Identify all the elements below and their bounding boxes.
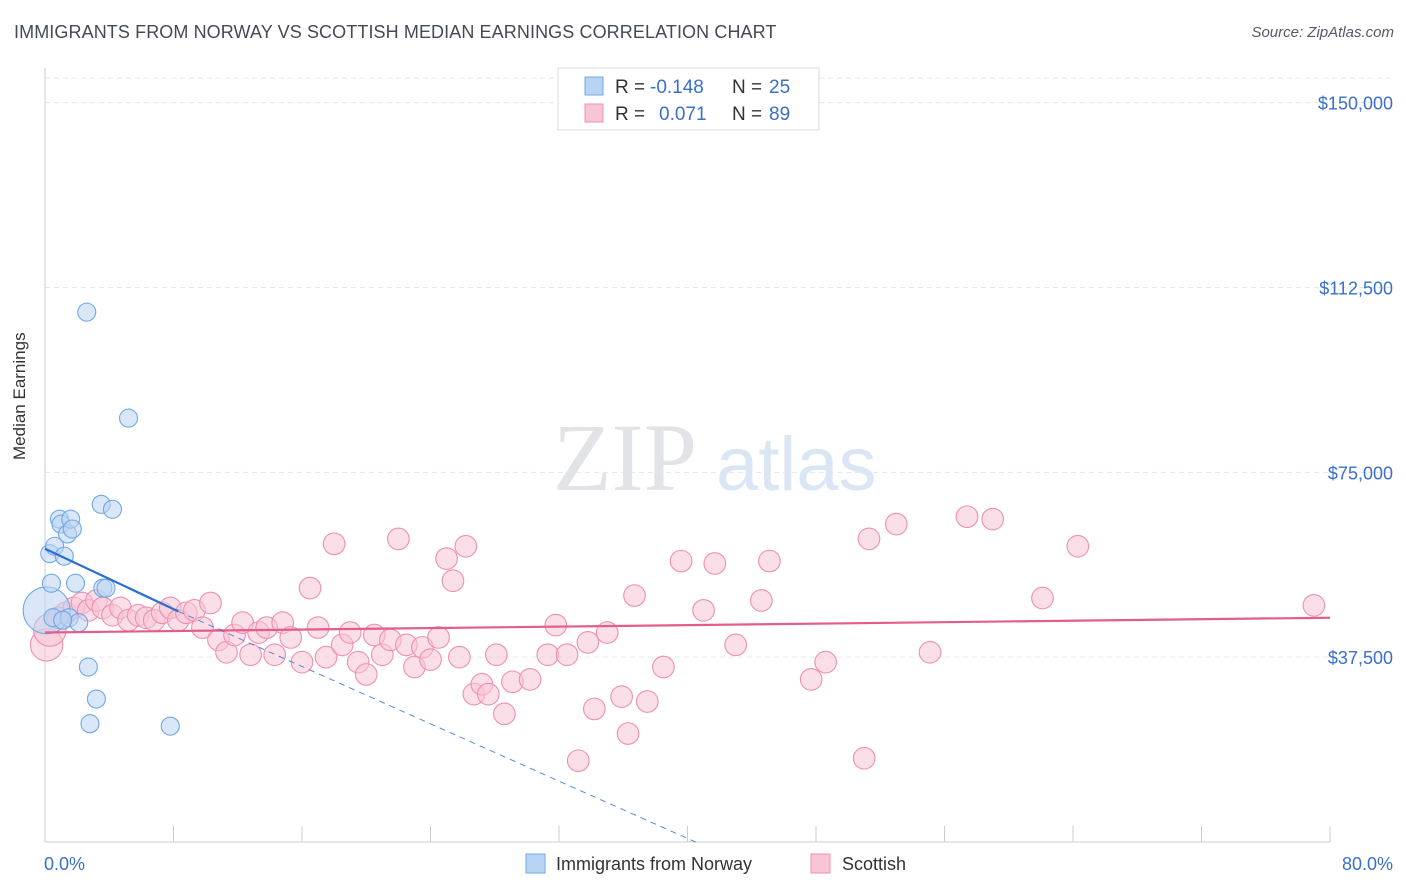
scottish-point [852,746,876,770]
norway-point [80,714,100,734]
scottish-point [536,643,560,667]
tick-labels: $37,500 $75,000 $112,500 $150,000 0.0% 80.0% [44,94,1393,874]
norway-point [69,613,89,633]
scottish-point [1031,586,1054,610]
scottish-point [703,552,727,575]
scottish-point [652,655,675,679]
series-legend-swatch-norway [525,853,546,874]
norway-point [62,519,82,539]
scottish-point [1302,594,1326,617]
scottish-point [576,631,600,654]
scottish-point [199,591,222,615]
stats-legend-swatch-norway [584,76,604,96]
scottish-point [623,584,646,607]
scottish-point [322,532,346,556]
series-legend-label-scottish: Scottish [842,854,906,874]
norway-point [118,408,139,428]
scottish-point [448,645,471,669]
norway-trend-line [44,547,179,613]
norway-point [78,657,98,677]
trend-lines [44,547,1331,843]
scottish-point [298,576,322,600]
stats-legend-r-value-norway: -0.148 [650,77,704,98]
scottish-point [692,598,715,622]
scottish-point [724,633,748,657]
norway-point [77,302,97,322]
scottish-point [427,626,450,649]
scottish-point [476,682,500,706]
scottish-point [419,648,442,671]
scottish-point [610,685,633,708]
scottish-point [955,505,979,529]
stats-legend-r-label-norway: R = [615,77,645,98]
norway-point [102,499,123,519]
scottish-point [566,749,590,773]
scottish-point [669,549,693,573]
scottish-point [493,702,516,726]
norway-point [41,573,61,593]
norway-point [65,573,86,593]
norway-point [86,689,106,709]
norway-point [53,610,73,630]
axes [44,68,1331,843]
y-tick-label: $37,500 [1328,648,1393,668]
scottish-point [435,547,458,570]
scottish-point [441,569,465,593]
scottish-point [454,534,478,558]
scottish-trend-line [44,616,1331,634]
scottish-point [338,621,362,644]
y-tick-label: $75,000 [1328,463,1393,483]
y-tick-label: $150,000 [1318,94,1393,114]
scottish-point [279,626,303,649]
stats-legend-n-label-norway: N = [732,77,762,98]
data-points [22,302,1326,773]
x-tick-label-min: 0.0% [44,854,85,874]
scottish-point [582,697,606,721]
scottish-point [555,643,579,667]
series-legend-label-norway: Immigrants from Norway [556,854,752,874]
scottish-point [314,645,338,669]
stats-legend-n-label-scottish: N = [732,104,762,125]
series-legend: Immigrants from Norway Scottish [525,853,906,874]
scottish-point [799,667,823,691]
stats-legend-swatch-scottish [584,103,604,123]
series-legend-swatch-scottish [810,853,831,874]
scottish-point [814,650,837,674]
x-tick-label-max: 80.0% [1342,854,1393,874]
scottish-point [518,667,542,691]
scottish-point [981,507,1005,531]
watermark: ZIP atlas [553,404,877,511]
scottish-point [387,527,410,551]
chart-title: IMMIGRANTS FROM NORWAY VS SCOTTISH MEDIA… [14,22,777,42]
scottish-point [918,640,942,664]
scottish-point [635,690,659,713]
scottish-point [758,549,781,573]
watermark-zip: ZIP [553,404,697,511]
stats-legend-n-value-scottish: 89 [769,104,790,125]
watermark-atlas: atlas [716,422,877,507]
scottish-point [750,589,773,612]
stats-legend-r-label-scottish: R = [615,104,645,125]
norway-point [96,578,116,598]
norway-point [160,716,180,736]
scottish-point [354,663,378,686]
norway-point [54,546,74,566]
scottish-point [485,643,508,667]
scottish-point [306,616,330,639]
scottish-point [544,613,568,637]
scottish-point [263,643,287,667]
scottish-point [884,512,908,536]
scottish-point [857,527,881,551]
stats-legend: R = -0.148 N = 25 R = 0.071 N = 89 [557,67,820,131]
scottish-point [1066,534,1090,558]
y-tick-label: $112,500 [1319,278,1393,298]
scottish-point [616,722,640,745]
stats-legend-n-value-norway: 25 [769,77,790,98]
source-label: Source: ZipAtlas.com [1251,24,1394,41]
scottish-point [239,643,262,667]
scottish-point [191,616,214,639]
stats-legend-r-value-scottish: 0.071 [659,104,707,125]
